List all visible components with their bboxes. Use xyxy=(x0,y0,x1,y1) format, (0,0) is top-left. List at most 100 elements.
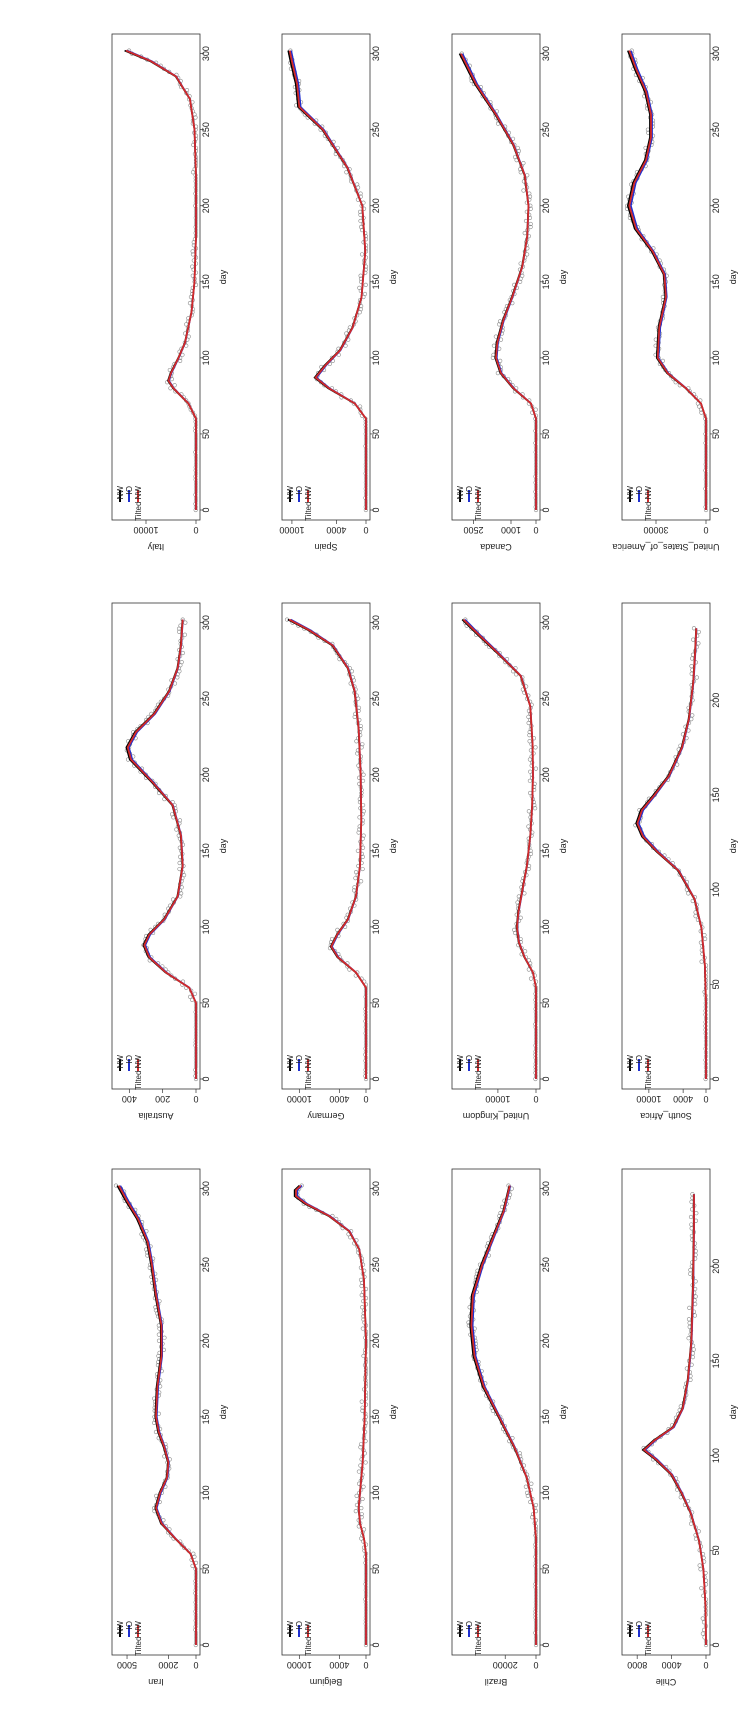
data-point xyxy=(359,1505,364,1511)
y-tick-label: 10000 xyxy=(279,525,304,535)
legend-label: IO xyxy=(295,1621,304,1629)
data-point xyxy=(359,1399,364,1404)
x-tick-label: 50 xyxy=(201,998,211,1008)
data-point xyxy=(525,1493,530,1499)
data-point xyxy=(360,1305,365,1310)
data-point xyxy=(520,273,525,278)
data-point xyxy=(356,1469,362,1474)
data-point xyxy=(360,1496,365,1502)
x-tick-label: 150 xyxy=(201,843,211,858)
x-axis-label: day xyxy=(558,1404,568,1419)
x-tick-label: 250 xyxy=(201,1257,211,1272)
x-tick-label: 300 xyxy=(371,1181,381,1196)
legend-label: NW xyxy=(456,1055,465,1069)
data-point xyxy=(360,778,366,783)
legend-label: NW xyxy=(116,486,125,500)
x-axis-label: day xyxy=(218,269,228,284)
data-point xyxy=(354,739,359,744)
data-point xyxy=(363,282,368,287)
y-axis-label: Chile xyxy=(656,1677,677,1687)
x-tick-label: 0 xyxy=(201,1642,211,1647)
data-point xyxy=(533,1502,539,1508)
legend-label: NW xyxy=(286,1055,295,1069)
x-tick-label: 0 xyxy=(711,1642,721,1647)
data-point xyxy=(691,637,696,642)
x-tick-label: 0 xyxy=(371,1076,381,1081)
x-tick-label: 200 xyxy=(711,1259,721,1274)
y-tick-label: 4000 xyxy=(326,525,346,535)
x-axis-label: day xyxy=(728,269,738,284)
x-tick-label: 150 xyxy=(711,274,721,289)
data-point xyxy=(522,231,527,236)
x-tick-label: 50 xyxy=(541,429,551,439)
x-tick-label: 200 xyxy=(541,1333,551,1348)
x-tick-label: 300 xyxy=(371,46,381,61)
x-tick-label: 250 xyxy=(201,691,211,706)
series-line-nw xyxy=(287,50,367,510)
y-tick-label: 4000 xyxy=(673,1094,693,1104)
data-point xyxy=(177,866,182,872)
x-tick-label: 300 xyxy=(371,615,381,630)
data-point xyxy=(527,778,533,783)
y-tick-label: 10000 xyxy=(485,1094,510,1104)
y-axis-label: Italy xyxy=(147,542,164,552)
x-tick-label: 150 xyxy=(371,843,381,858)
x-axis-label: day xyxy=(388,838,398,853)
legend-label: NW xyxy=(626,1055,635,1069)
data-point xyxy=(528,221,533,227)
data-point xyxy=(692,1313,698,1318)
panel-4: 0 50 100 150 200 250 300 day 0 30000 United_States… xyxy=(612,33,738,552)
data-point xyxy=(699,959,704,964)
legend: NW IO Tilted NW xyxy=(116,486,143,521)
y-tick-label: 0 xyxy=(703,1660,708,1670)
panel-10: 0 50 100 150 200 250 300 day 0 4000 10000 Belgium NW… xyxy=(281,1168,398,1687)
series-line-io xyxy=(127,49,197,510)
data-point xyxy=(686,1336,691,1341)
legend-label: Tilted NW xyxy=(644,486,653,521)
x-tick-label: 150 xyxy=(371,1409,381,1424)
plot-frame xyxy=(111,33,201,521)
data-point xyxy=(360,866,365,872)
y-tick-label: 0 xyxy=(193,525,198,535)
x-tick-label: 200 xyxy=(201,198,211,213)
x-tick-label: 250 xyxy=(711,122,721,137)
y-axis-label: Canada xyxy=(480,542,512,552)
data-point xyxy=(528,224,533,230)
x-tick-label: 250 xyxy=(371,1257,381,1272)
data-point xyxy=(524,1490,530,1495)
legend-label: Tilted NW xyxy=(304,1055,313,1090)
plot-frame xyxy=(451,1168,541,1656)
y-tick-label: 0 xyxy=(193,1094,198,1104)
data-point xyxy=(698,1567,703,1572)
legend: NW IO Tilted NW xyxy=(456,1621,483,1656)
legend-label: NW xyxy=(456,1621,465,1635)
data-point xyxy=(686,1317,692,1322)
data-point xyxy=(355,848,361,853)
data-point xyxy=(688,1521,694,1526)
data-point xyxy=(533,806,538,811)
panel-9: 0 50 100 150 200 250 300 day 0 2000 5000 Iran NW IO Ti… xyxy=(111,1168,228,1687)
x-tick-label: 300 xyxy=(201,1181,211,1196)
series-line-io xyxy=(296,1185,367,1645)
x-axis-label: day xyxy=(218,838,228,853)
x-tick-label: 150 xyxy=(711,1353,721,1368)
data-point xyxy=(693,914,698,919)
series-line-tilted-nw xyxy=(462,618,537,1079)
x-tick-label: 300 xyxy=(541,1181,551,1196)
data-point xyxy=(533,766,539,771)
data-point xyxy=(358,1445,363,1450)
x-tick-label: 50 xyxy=(371,429,381,439)
y-tick-label: 8000 xyxy=(627,1660,647,1670)
x-axis-label: day xyxy=(218,1404,228,1419)
series-line-nw xyxy=(125,619,197,1079)
data-point xyxy=(696,641,701,646)
legend: NW IO Tilted NW xyxy=(456,486,483,521)
y-axis-label: Brazil xyxy=(485,1677,508,1687)
data-point xyxy=(169,812,175,817)
x-tick-label: 300 xyxy=(711,46,721,61)
x-tick-label: 0 xyxy=(541,507,551,512)
x-tick-label: 200 xyxy=(201,1333,211,1348)
plot-frame xyxy=(451,33,541,521)
